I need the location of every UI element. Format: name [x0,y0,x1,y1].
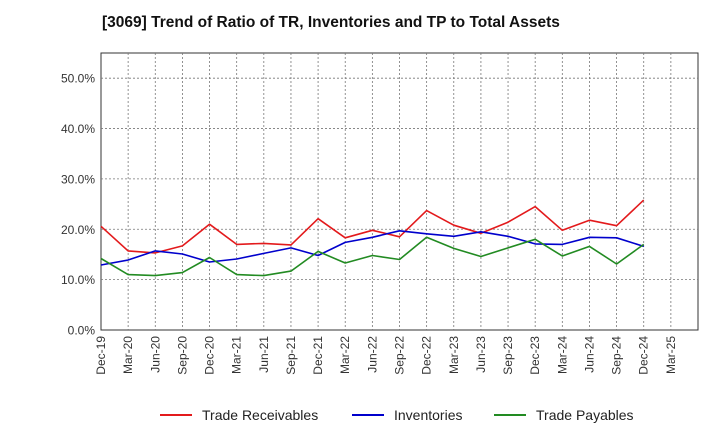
chart-title: [3069] Trend of Ratio of TR, Inventories… [102,14,560,31]
y-tick-label: 10.0% [61,273,95,287]
x-tick-label: Dec-23 [528,336,542,375]
x-tick-label: Sep-23 [501,336,515,375]
y-tick-label: 40.0% [61,122,95,136]
series-line-trade-receivables [100,199,645,254]
x-axis-tick-labels: Dec-19 Mar-20 Jun-20 Sep-20 Dec-20 Mar-21 Jun-… [94,336,678,375]
x-tick-label: Mar-23 [447,336,461,374]
y-tick-label: 50.0% [61,72,95,86]
x-tick-label: Mar-25 [664,336,678,374]
x-tick-label: Dec-20 [203,336,217,375]
x-tick-label: Jun-21 [257,336,271,373]
x-tick-label: Mar-21 [230,336,244,374]
x-tick-label: Mar-22 [338,336,352,374]
x-tick-label: Dec-21 [311,336,325,375]
legend-item-trade-receivables: Trade Receivables [160,404,318,426]
legend-label-inventories: Inventories [394,407,463,423]
y-tick-label: 0.0% [68,324,96,338]
x-tick-label: Dec-19 [94,336,108,375]
y-tick-label: 30.0% [61,172,95,186]
legend-label-trade-receivables: Trade Receivables [202,407,319,423]
x-tick-label: Sep-24 [610,336,624,375]
legend-label-trade-payables: Trade Payables [536,407,634,423]
x-tick-label: Jun-22 [365,336,379,373]
legend: Trade Receivables Inventories Trade Paya… [0,404,720,428]
x-tick-label: Mar-20 [121,336,135,374]
x-tick-label: Jun-23 [474,336,488,373]
x-tick-label: Sep-22 [393,336,407,375]
legend-swatch-trade-payables [494,414,526,416]
x-tick-label: Dec-24 [637,336,651,375]
legend-swatch-inventories [352,414,384,416]
legend-item-inventories: Inventories [352,404,462,426]
y-axis-tick-labels: 0.0% 10.0% 20.0% 30.0% 40.0% 50.0% [61,72,95,338]
plot-background [100,52,699,331]
y-tick-label: 20.0% [61,223,95,237]
y-gridlines [101,77,698,281]
x-tick-label: Jun-20 [148,336,162,373]
x-tick-label: Dec-22 [420,336,434,375]
legend-swatch-trade-receivables [160,414,192,416]
series-lines [100,199,645,277]
x-tick-label: Sep-21 [284,336,298,375]
x-tick-label: Sep-20 [175,336,189,375]
legend-item-trade-payables: Trade Payables [494,404,634,426]
x-tick-label: Jun-24 [582,336,596,373]
series-line-inventories [100,230,644,266]
x-tick-label: Mar-24 [555,336,569,374]
series-line-trade-payables [100,236,645,277]
